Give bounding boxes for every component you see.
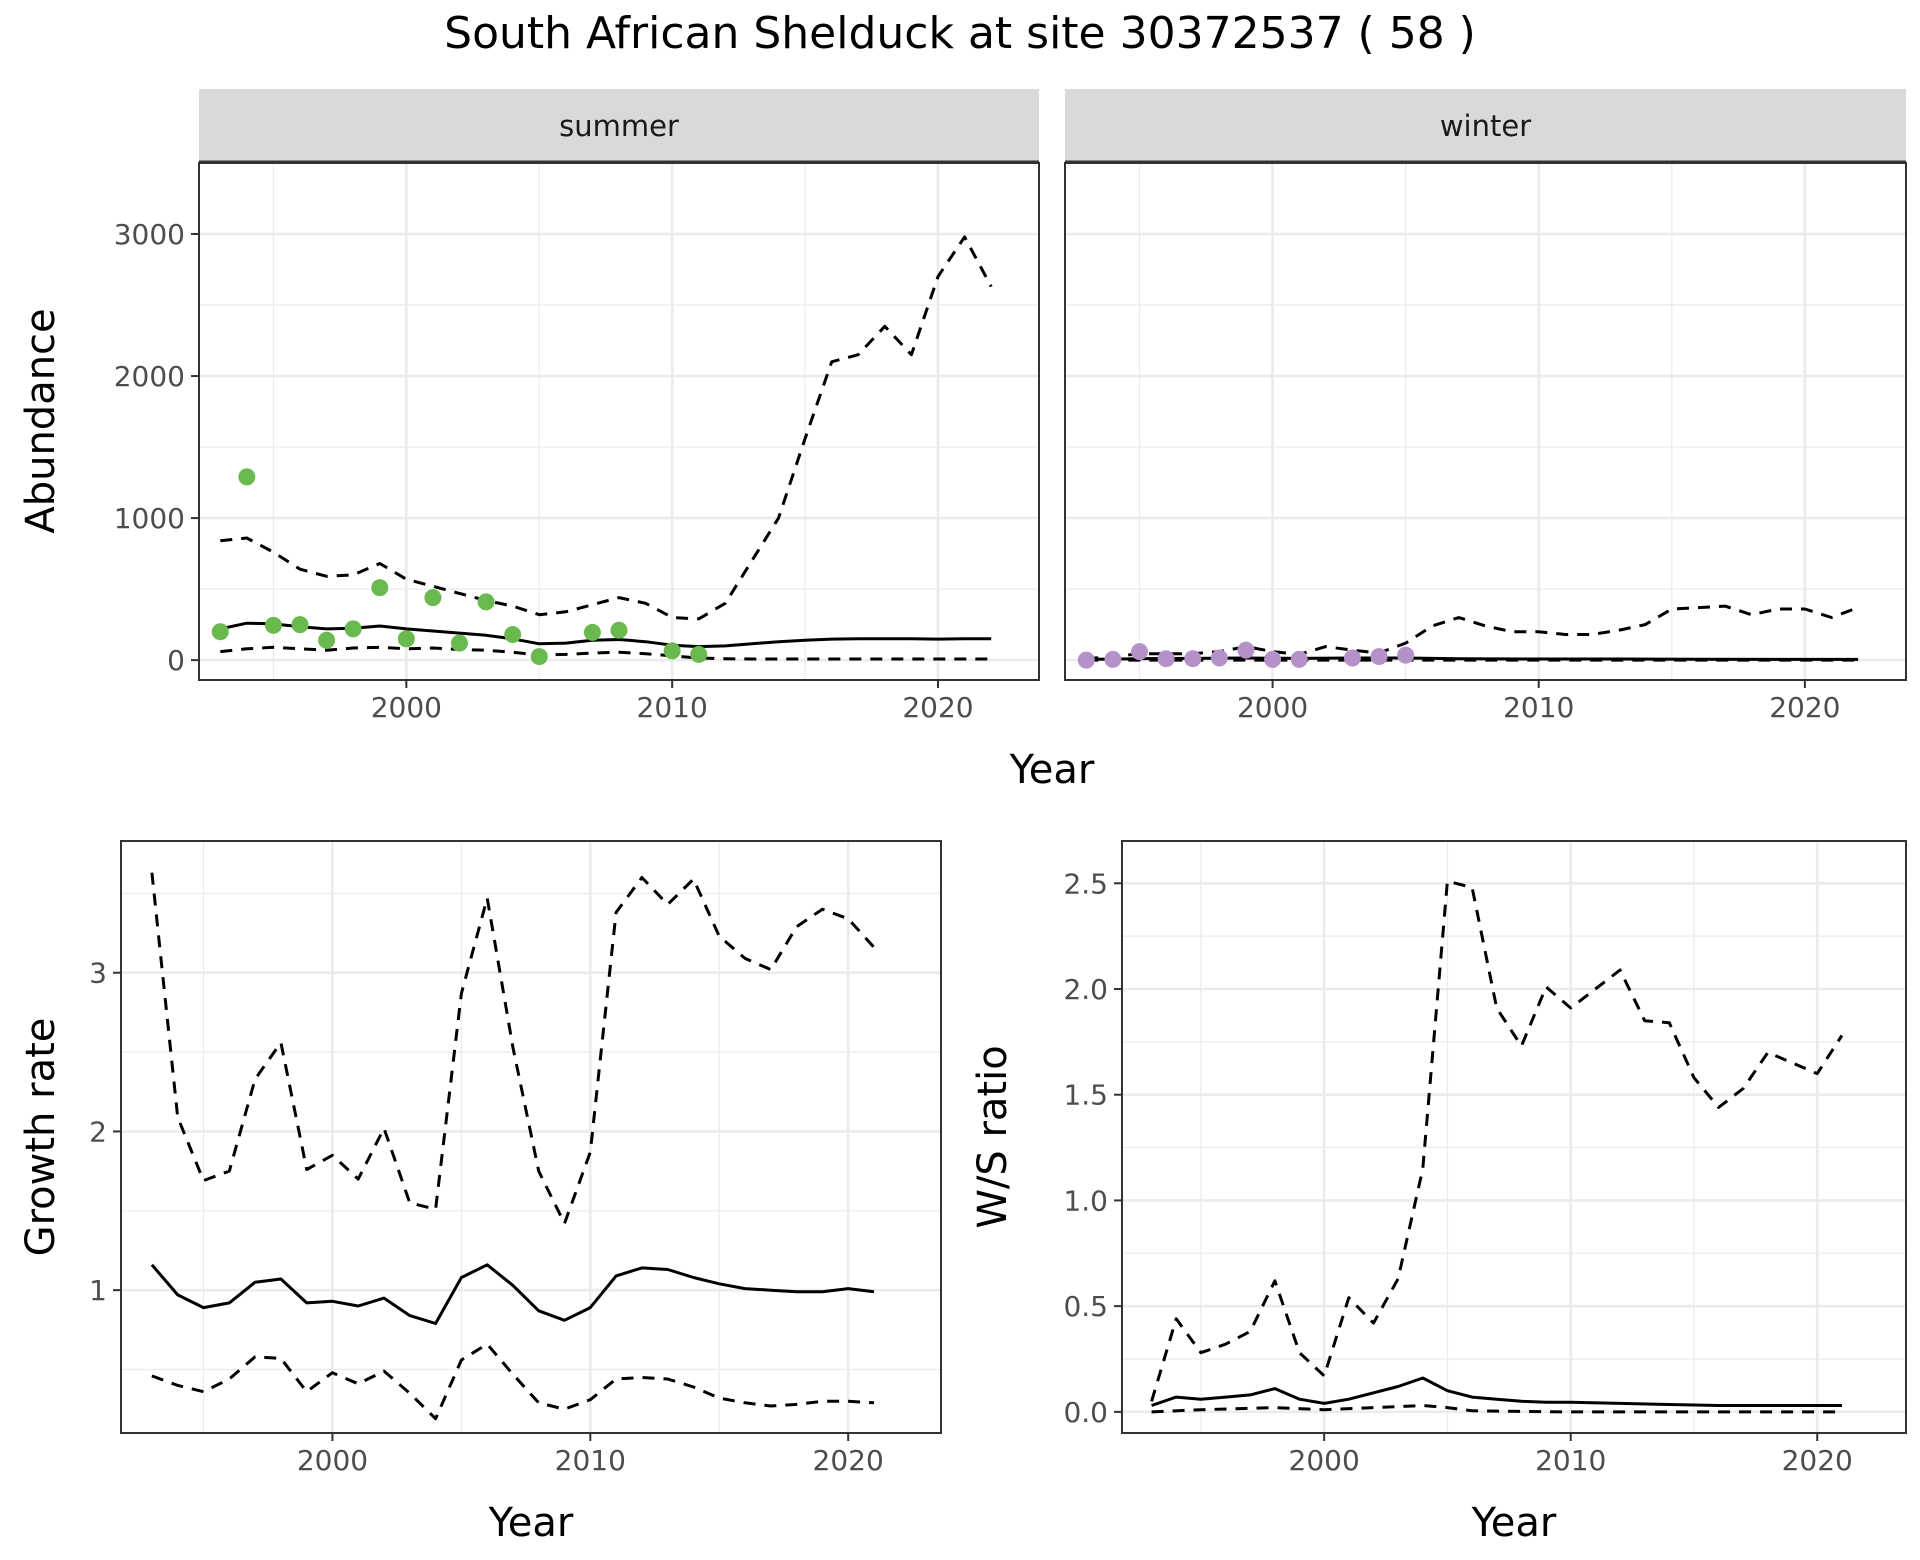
y-tick-label: 1 xyxy=(89,1274,107,1307)
abundance-winter-panel: winter 2000 2010 2020 xyxy=(1064,89,1907,724)
y-tick-label: 2.5 xyxy=(1063,867,1108,900)
data-point xyxy=(610,621,628,639)
x-tick-label: 2020 xyxy=(813,1444,884,1477)
x-tick-label: 2010 xyxy=(555,1444,626,1477)
panel-background xyxy=(1065,163,1906,680)
x-tick-label: 2000 xyxy=(1289,1444,1360,1477)
data-point xyxy=(1104,650,1122,668)
facet-strip xyxy=(1065,89,1906,162)
x-tick-label: 2010 xyxy=(1503,691,1574,724)
y-tick-label: 3 xyxy=(89,957,107,990)
y-tick-label: 2.0 xyxy=(1063,973,1108,1006)
facet-strip xyxy=(199,89,1039,162)
plot-area xyxy=(150,872,876,1421)
x-tick-label: 2020 xyxy=(1769,691,1840,724)
credible-interval-line xyxy=(150,872,876,1225)
data-point xyxy=(1343,649,1361,667)
data-point xyxy=(663,642,681,660)
data-point xyxy=(690,645,708,663)
panel-border xyxy=(1064,162,1907,681)
data-point xyxy=(477,593,495,611)
x-tick-label: 2020 xyxy=(1782,1444,1853,1477)
x-tick-label: 2000 xyxy=(371,691,442,724)
median-line xyxy=(1151,1376,1842,1407)
y-tick-label: 3000 xyxy=(114,218,185,251)
data-point xyxy=(1237,641,1255,659)
panel-background xyxy=(1122,841,1906,1433)
abundance-summer-panel: summer 2000 2010 2020 0 1000 2000 3000 Abundance… xyxy=(18,89,1095,793)
data-point xyxy=(1157,650,1175,668)
panel-background xyxy=(199,163,1039,680)
x-axis-title: Year xyxy=(1471,1500,1557,1546)
data-point xyxy=(1210,649,1228,667)
data-point xyxy=(504,626,522,644)
ws-ratio-panel: 2000 2010 2020 0.0 0.5 1.0 1.5 2.0 2.5 W/S ratio Y… xyxy=(970,840,1907,1546)
data-point xyxy=(530,648,548,666)
data-point xyxy=(371,579,389,597)
y-axis-title: Growth rate xyxy=(18,1018,64,1257)
x-tick-label: 2000 xyxy=(297,1444,368,1477)
facet-strip-label: summer xyxy=(559,109,679,143)
x-tick-label: 2010 xyxy=(1535,1444,1606,1477)
data-point xyxy=(583,623,601,641)
panel-border xyxy=(198,162,1040,681)
panel-border xyxy=(1121,840,1907,1434)
data-point xyxy=(451,634,469,652)
y-tick-label: 0 xyxy=(167,644,185,677)
median-line xyxy=(1086,656,1859,661)
y-tick-label: 2000 xyxy=(114,360,185,393)
data-point xyxy=(1290,650,1308,668)
x-axis-title: Year xyxy=(1009,747,1095,793)
x-axis-title: Year xyxy=(488,1500,574,1546)
y-axis-title: W/S ratio xyxy=(970,1045,1016,1228)
y-tick-label: 0.0 xyxy=(1063,1396,1108,1429)
x-tick-label: 2010 xyxy=(637,691,708,724)
data-point xyxy=(1131,643,1149,661)
y-tick-label: 0.5 xyxy=(1063,1290,1108,1323)
data-point xyxy=(318,631,336,649)
data-point xyxy=(291,616,309,634)
x-tick-label: 2000 xyxy=(1237,691,1308,724)
data-point xyxy=(1184,650,1202,668)
credible-interval-line xyxy=(1150,879,1844,1402)
data-point xyxy=(424,589,442,607)
data-point xyxy=(1370,648,1388,666)
y-tick-label: 1000 xyxy=(114,502,185,535)
credible-interval-line xyxy=(220,645,992,661)
x-tick-label: 2020 xyxy=(902,691,973,724)
data-point xyxy=(238,468,256,486)
chart-title: South African Shelduck at site 30372537 … xyxy=(444,8,1476,59)
plot-area xyxy=(1150,879,1844,1414)
median-line xyxy=(150,1263,875,1325)
data-point xyxy=(344,620,362,638)
data-point xyxy=(1264,650,1282,668)
growth-rate-panel: 2000 2010 2020 1 2 3 Growth rate Year xyxy=(18,840,942,1546)
data-point xyxy=(1077,651,1095,669)
credible-interval-line xyxy=(220,235,993,621)
y-tick-label: 1.0 xyxy=(1063,1184,1108,1217)
data-point xyxy=(397,630,415,648)
y-tick-label: 2 xyxy=(89,1115,107,1148)
y-axis-title: Abundance xyxy=(18,308,64,533)
facet-strip-label: winter xyxy=(1440,109,1531,143)
credible-interval-line xyxy=(151,1342,875,1421)
data-point xyxy=(1397,646,1415,664)
panel-border xyxy=(120,840,942,1434)
credible-interval-line xyxy=(1151,1404,1842,1414)
data-point xyxy=(211,623,229,641)
y-tick-label: 1.5 xyxy=(1063,1079,1108,1112)
data-point xyxy=(264,616,282,634)
